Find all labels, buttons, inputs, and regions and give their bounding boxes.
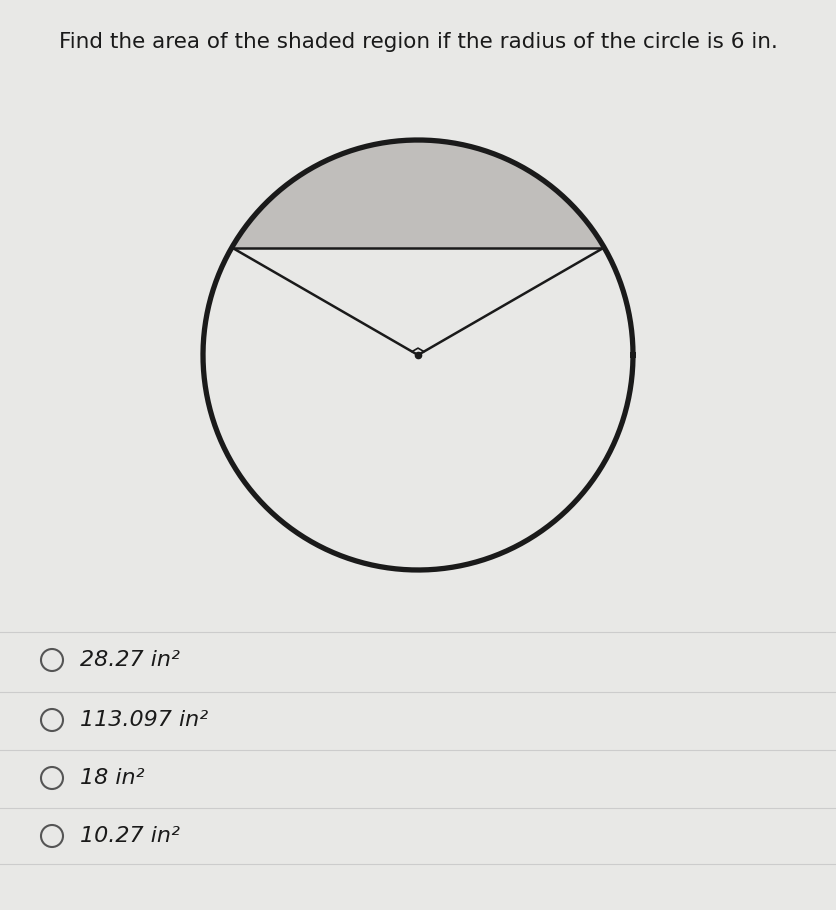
- Text: 113.097 in²: 113.097 in²: [80, 710, 208, 730]
- Text: 18 in²: 18 in²: [80, 768, 145, 788]
- Text: Find the area of the shaded region if the radius of the circle is 6 in.: Find the area of the shaded region if th…: [59, 32, 777, 52]
- Polygon shape: [232, 140, 604, 248]
- Text: 10.27 in²: 10.27 in²: [80, 826, 180, 846]
- Text: 28.27 in²: 28.27 in²: [80, 650, 180, 670]
